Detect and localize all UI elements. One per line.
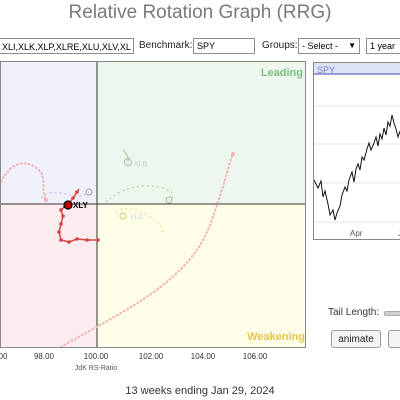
x-axis: 00 98.00 100.00 102.00 104.00 106.00 JdK… xyxy=(0,352,268,372)
tail-pink-large-head xyxy=(231,152,235,156)
tail-length-label: Tail Length: xyxy=(328,307,380,318)
chevron-down-icon: ▼ xyxy=(348,41,356,50)
price-symbol: SPY xyxy=(317,65,335,75)
next-button[interactable] xyxy=(388,330,400,348)
xly-tail-point xyxy=(71,196,75,200)
xly-head-marker xyxy=(63,200,73,210)
tail-yellow-head xyxy=(119,212,127,220)
groups-select[interactable]: - Select - ▼ xyxy=(298,38,360,54)
tail-pink-left xyxy=(1,162,47,201)
x-tick: 106.00 xyxy=(243,352,268,361)
symbols-input[interactable]: XLI,XLK,XLP,XLRE,XLU,XLV,XL xyxy=(0,38,134,54)
period-footer: 13 weeks ending Jan 29, 2024 xyxy=(125,385,275,397)
xly-tail-point xyxy=(96,238,100,242)
tail-purple-head xyxy=(85,188,93,196)
xly-tail-point xyxy=(75,237,79,241)
quadrant-weakening xyxy=(97,204,305,347)
tail-green-1-head xyxy=(124,158,132,166)
xly-tail-point xyxy=(75,190,79,194)
benchmark-input[interactable]: SPY xyxy=(193,38,255,54)
x-tick: 00 xyxy=(0,352,8,361)
groups-label: Groups: xyxy=(262,40,298,51)
xly-label: XLY xyxy=(73,201,88,210)
rrg-chart[interactable]: Leading Weakening XLB XLC XLY xyxy=(0,61,306,348)
month-label: Apr xyxy=(350,229,363,238)
month-label: J xyxy=(398,229,400,238)
benchmark-label: Benchmark: xyxy=(139,40,193,51)
tail-green-2-head xyxy=(165,196,173,204)
x-tick: 102.00 xyxy=(139,352,164,361)
price-line xyxy=(314,114,400,221)
tail-green-2 xyxy=(105,185,174,203)
groups-select-value: - Select - xyxy=(302,41,339,51)
tail-yellow-label: XLC xyxy=(130,214,144,221)
x-tick: 98.00 xyxy=(34,352,55,361)
animate-button[interactable]: animate xyxy=(331,330,381,348)
xly-tail-point xyxy=(85,238,89,242)
tail-pink-large xyxy=(60,153,234,347)
tail-green-1 xyxy=(122,149,129,163)
tail-length-slider[interactable] xyxy=(384,311,400,316)
xly-tail-point xyxy=(67,240,71,244)
xly-tail-point xyxy=(57,230,61,234)
x-tick: 104.00 xyxy=(191,352,216,361)
quadrant-improving xyxy=(1,62,97,204)
tail-pink-left-head xyxy=(44,198,48,202)
xly-tail-point xyxy=(61,214,65,218)
quadrant-leading-label: Leading xyxy=(261,67,303,79)
toolbar: XLI,XLK,XLP,XLRE,XLU,XLV,XL Benchmark: S… xyxy=(0,36,400,58)
quadrant-weakening-label: Weakening xyxy=(247,331,305,343)
x-tick: 100.00 xyxy=(84,352,109,361)
xly-tail-point xyxy=(59,222,63,226)
quadrant-lagging xyxy=(1,204,97,347)
page-title: Relative Rotation Graph (RRG) xyxy=(68,2,332,23)
xly-tail-point xyxy=(59,238,63,242)
period-select[interactable]: 1 year xyxy=(366,38,400,54)
price-panel: SPY Apr J xyxy=(313,62,400,240)
tail-green-1-label: XLB xyxy=(134,161,148,168)
tail-yellow xyxy=(115,207,164,233)
xly-tail-point xyxy=(59,208,63,212)
x-axis-label: JdK RS-Ratio xyxy=(75,365,118,372)
quadrant-leading xyxy=(97,62,305,204)
